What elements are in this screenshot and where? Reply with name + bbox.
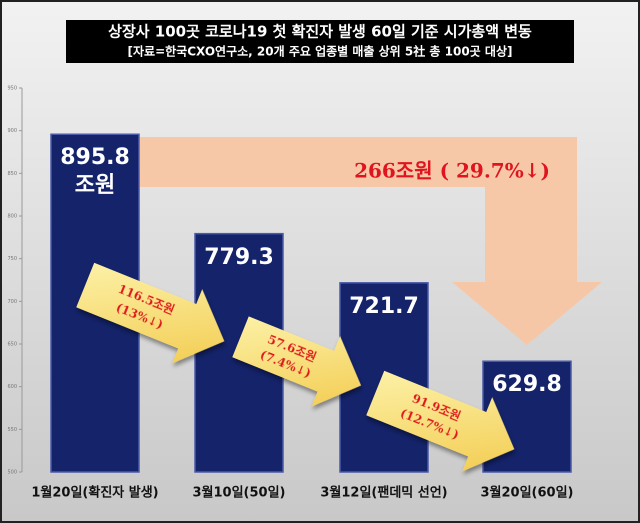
total-change: 266조원 ( 29.7%↓) [354,159,550,183]
x-tick-label: 1월20일(확진자 발생) [31,485,158,501]
y-tick-label: 500 [7,470,17,476]
value-label: 629.8 [492,372,562,398]
total-arrow [140,137,602,345]
chart-title: 상장사 100곳 코로나19 첫 확진자 발생 60일 기준 시가총액 변동 [108,23,532,41]
y-tick-label: 900 [7,128,17,134]
x-tick-label: 3월20일(60일) [481,485,574,501]
x-tick-label: 3월10일(50일) [193,485,286,501]
value-label: 721.7 [349,293,419,319]
value-label: 779.3 [204,244,274,270]
y-tick-label: 750 [7,256,17,262]
x-tick-label: 3월12일(팬데믹 선언) [320,485,447,501]
y-tick-label: 850 [7,171,17,177]
y-tick-label: 700 [7,299,17,305]
y-tick-label: 600 [7,384,17,390]
y-tick-label: 800 [7,214,17,220]
y-tick-label: 950 [7,86,17,92]
subtitle: [자료=한국CXO연구소, 20개 주요 업종별 매출 상위 5社 총 100곳… [128,44,513,59]
value-label: 895.8 조원 [60,145,130,199]
change-arrow: 57.6조원 (7.4%↓) [232,316,362,407]
y-tick-label: 650 [7,342,17,348]
y-tick-label: 550 [7,427,17,433]
title-box [66,20,574,63]
